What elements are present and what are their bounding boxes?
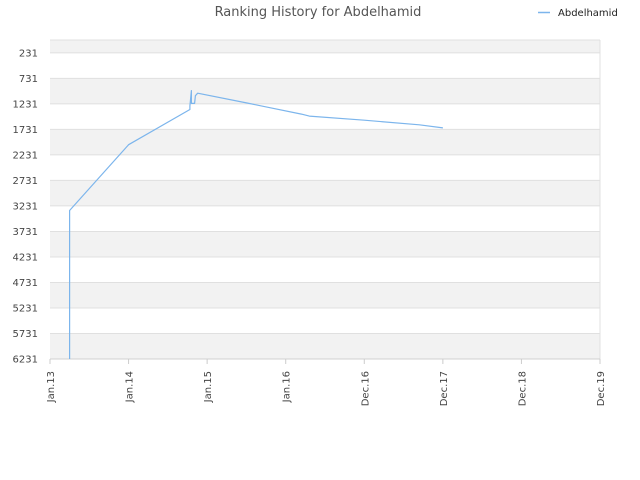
plot-band	[50, 129, 600, 155]
plot-band	[50, 78, 600, 104]
x-tick-label: Jan.15	[203, 371, 214, 403]
y-tick-label: 2731	[13, 176, 38, 187]
y-axis-tick-labels: 231 731 1231 1731 2231 2731 3231 3731 4231 4731 52…	[13, 48, 38, 365]
x-tick-label: Jan.16	[282, 371, 293, 403]
plot-band	[50, 40, 600, 53]
y-tick-label: 5231	[13, 303, 38, 314]
legend-label: Abdelhamid	[558, 8, 618, 19]
plot-band	[50, 282, 600, 308]
y-tick-label: 731	[19, 74, 38, 85]
x-tick-label: Jan.14	[125, 371, 136, 403]
y-tick-label: 5731	[13, 329, 38, 340]
plot-bands	[50, 40, 600, 359]
x-tick-label: Dec.16	[360, 371, 371, 406]
x-axis-tick-labels: Jan.13 Jan.14 Jan.15 Jan.16 Dec.16 Dec.17 Dec.…	[46, 371, 607, 406]
legend[interactable]: Abdelhamid	[538, 8, 618, 19]
y-tick-label: 4231	[13, 252, 38, 263]
x-tick-label: Dec.18	[517, 371, 528, 406]
y-tick-label: 3231	[13, 201, 38, 212]
x-tick-label: Dec.17	[439, 371, 450, 406]
series-line-abdelhamid	[68, 89, 443, 359]
x-tick-label: Jan.13	[46, 371, 57, 403]
y-tick-label: 3731	[13, 227, 38, 238]
chart-title: Ranking History for Abdelhamid	[215, 5, 422, 20]
y-tick-label: 6231	[13, 355, 38, 366]
y-tick-label: 1231	[13, 99, 38, 110]
x-tick-label: Dec.19	[596, 371, 607, 406]
plot-band	[50, 180, 600, 206]
plot-band	[50, 333, 600, 359]
gridlines	[49, 39, 601, 364]
series-layer	[68, 89, 443, 359]
y-tick-label: 2231	[13, 150, 38, 161]
y-tick-label: 4731	[13, 278, 38, 289]
y-tick-label: 231	[19, 48, 38, 59]
y-tick-label: 1731	[13, 125, 38, 136]
plot-band	[50, 231, 600, 257]
